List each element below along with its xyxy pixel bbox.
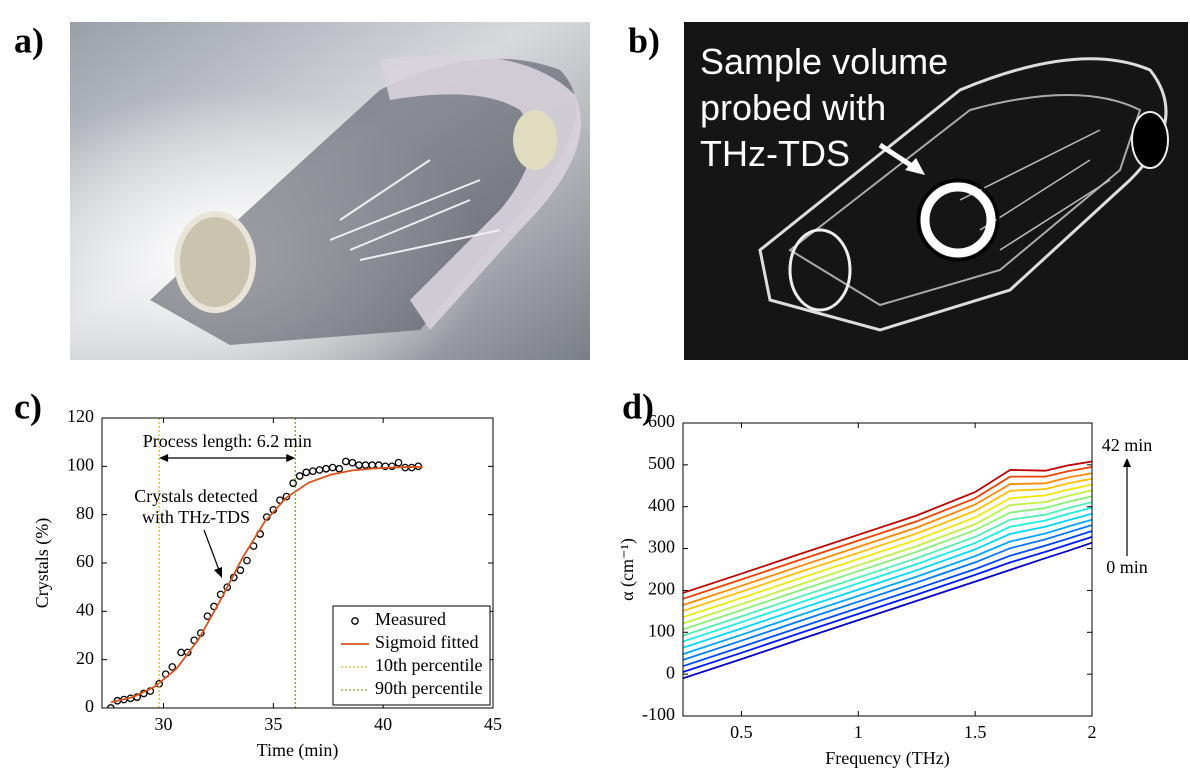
y-tick-label: 400 [648, 495, 675, 515]
series-line [683, 512, 1092, 649]
annotation: 42 min [1102, 435, 1153, 455]
x-tick-label: 40 [374, 714, 392, 734]
data-point [243, 556, 251, 565]
y-tick-label: 60 [76, 551, 94, 571]
data-point [309, 467, 317, 476]
series-line [683, 466, 1092, 600]
photo-annotation: probed with [700, 87, 886, 128]
series-line [683, 518, 1092, 655]
data-point [183, 648, 192, 657]
panel-label: d) [622, 386, 654, 426]
annotation: with THz-TDS [142, 507, 250, 527]
data-point [177, 648, 185, 657]
photo-a [70, 22, 590, 360]
plot-area [106, 418, 423, 708]
x-tick-label: 0.5 [730, 722, 753, 742]
data-point [322, 464, 330, 473]
annotation-arrow [203, 529, 220, 571]
data-point [388, 462, 396, 471]
y-tick-label: 20 [76, 648, 94, 668]
series-line [683, 501, 1092, 637]
y-axis-label: α (cm⁻¹) [617, 538, 638, 601]
series-line [683, 489, 1092, 625]
y-tick-label: 80 [76, 503, 94, 523]
x-tick-label: 30 [155, 714, 173, 734]
data-point [328, 463, 337, 472]
y-tick-label: 500 [648, 453, 675, 473]
annotation: Process length: 6.2 min [143, 431, 312, 451]
series-line [683, 477, 1092, 612]
x-tick-label: 45 [484, 714, 502, 734]
y-tick-label: 120 [67, 406, 94, 426]
data-point [355, 461, 363, 469]
data-point [341, 457, 350, 466]
annotation: 0 min [1106, 557, 1148, 577]
data-point [282, 492, 291, 501]
axes-box [101, 417, 494, 709]
x-tick-label: 2 [1088, 722, 1097, 742]
y-tick-label: 100 [648, 620, 675, 640]
legend-marker [351, 617, 359, 625]
series-line [683, 472, 1092, 606]
y-tick-label: 0 [666, 662, 675, 682]
series-line [683, 541, 1092, 680]
series-line [683, 460, 1092, 594]
x-axis-label: Frequency (THz) [825, 748, 949, 768]
series-line [683, 506, 1092, 643]
x-tick-label: 1.5 [964, 722, 987, 742]
arrow-head [1123, 458, 1131, 467]
data-point [394, 458, 403, 467]
y-tick-label: 40 [76, 599, 94, 619]
arrow-head [214, 567, 222, 578]
series-line [683, 483, 1092, 619]
legend-label: Sigmoid fitted [375, 632, 479, 652]
legend-box [332, 605, 491, 706]
data-point [361, 461, 370, 469]
data-point [168, 663, 177, 671]
series-line [683, 524, 1092, 661]
annotation: Crystals detected [134, 486, 257, 506]
series-line [683, 530, 1092, 668]
data-point [348, 458, 357, 467]
panel-label: c) [14, 386, 42, 426]
panel-label: b) [628, 20, 660, 60]
photo-annotation: THz-TDS [700, 133, 850, 174]
photo-annotation: Sample volume [700, 41, 948, 82]
axes-box [682, 422, 1093, 717]
y-tick-label: 100 [67, 454, 94, 474]
x-axis-label: Time (min) [257, 740, 339, 761]
panel-label: a) [14, 20, 44, 60]
y-tick-label: 0 [85, 696, 94, 716]
y-tick-label: -100 [642, 704, 675, 724]
x-tick-label: 35 [264, 714, 282, 734]
data-point [315, 466, 324, 474]
legend-label: 10th percentile [375, 655, 482, 675]
y-tick-label: 300 [648, 537, 675, 557]
series-line [683, 495, 1092, 631]
series-line [110, 465, 423, 704]
x-tick-label: 1 [854, 722, 863, 742]
data-point [335, 464, 344, 473]
legend-label: Measured [375, 609, 446, 629]
plot-area [683, 460, 1092, 680]
photo-b: Sample volume probed with THz-TDS [684, 22, 1188, 360]
data-point [295, 472, 304, 480]
series-line [683, 536, 1092, 673]
data-point [289, 479, 297, 488]
data-point [368, 461, 377, 469]
data-point [223, 583, 232, 592]
data-point [236, 566, 245, 575]
y-tick-label: 600 [648, 411, 675, 431]
legend-label: 90th percentile [375, 678, 482, 698]
y-axis-label: Crystals (%) [32, 518, 53, 608]
data-point [302, 468, 311, 477]
y-tick-label: 200 [648, 579, 675, 599]
